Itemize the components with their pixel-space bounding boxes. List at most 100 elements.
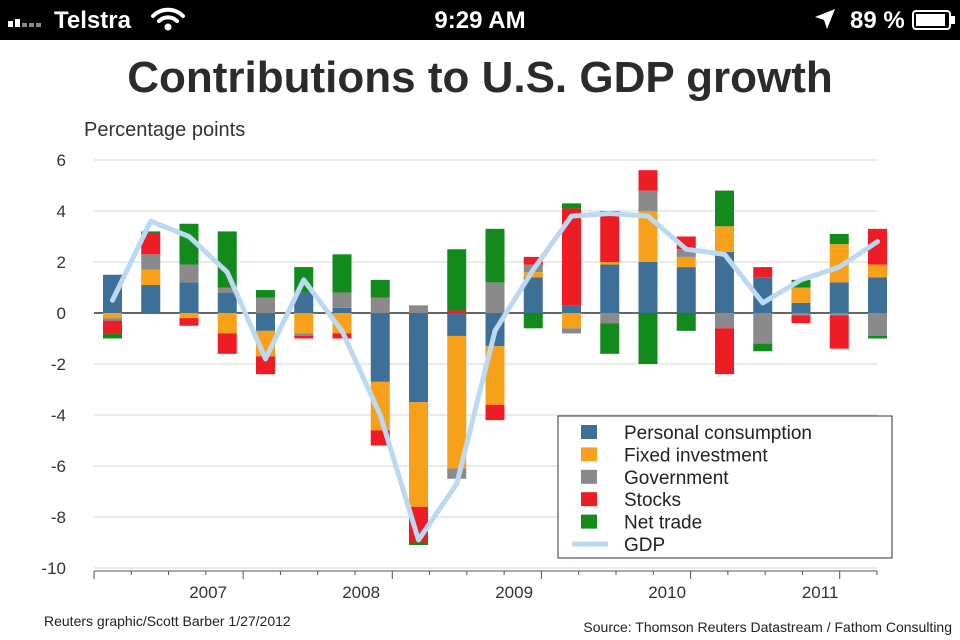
bar-fixed-investment bbox=[485, 346, 505, 405]
bar-stocks bbox=[103, 320, 122, 334]
bar-government bbox=[103, 318, 122, 321]
bar-fixed-investment bbox=[294, 313, 314, 334]
bar-personal-consumption bbox=[141, 284, 161, 313]
bar-stocks bbox=[868, 228, 887, 265]
bar-fixed-investment bbox=[409, 402, 428, 507]
bar-government bbox=[141, 254, 161, 270]
y-tick-label: 6 bbox=[57, 151, 66, 170]
legend-label: Personal consumption bbox=[624, 423, 812, 444]
bar-fixed-investment bbox=[829, 244, 849, 283]
status-bar: Telstra 9:29 AM 89 % bbox=[0, 0, 960, 40]
clock-time: 9:29 AM bbox=[434, 7, 526, 34]
bar-personal-consumption bbox=[791, 302, 811, 313]
bar-fixed-investment bbox=[600, 262, 620, 265]
bar-stocks bbox=[753, 267, 773, 278]
legend-swatch bbox=[581, 447, 597, 462]
bar-personal-consumption bbox=[409, 313, 428, 403]
bar-fixed-investment bbox=[676, 256, 696, 268]
bar-personal-consumption bbox=[332, 307, 352, 313]
bar-government bbox=[638, 190, 658, 211]
bar-government bbox=[217, 287, 237, 293]
y-tick-label: 0 bbox=[57, 304, 66, 323]
bar-fixed-investment bbox=[791, 287, 811, 303]
bar-stocks bbox=[791, 315, 811, 324]
bar-fixed-investment bbox=[179, 313, 199, 319]
bar-personal-consumption bbox=[370, 313, 390, 382]
bar-net-trade bbox=[676, 313, 696, 331]
bar-net-trade bbox=[485, 228, 505, 283]
bar-government bbox=[370, 297, 390, 313]
x-year-label: 2007 bbox=[189, 583, 227, 602]
y-tick-label: -2 bbox=[51, 355, 66, 374]
bar-net-trade bbox=[332, 254, 352, 293]
bar-net-trade bbox=[523, 313, 543, 329]
bar-government bbox=[485, 282, 505, 313]
bar-fixed-investment bbox=[217, 313, 237, 334]
bar-fixed-investment bbox=[447, 335, 467, 469]
gdp-contributions-chart: Contributions to U.S. GDP growth Percent… bbox=[41, 53, 893, 602]
bar-personal-consumption bbox=[753, 277, 773, 313]
x-year-label: 2011 bbox=[802, 583, 839, 602]
bar-stocks bbox=[141, 233, 161, 255]
bar-personal-consumption bbox=[294, 292, 314, 313]
y-tick-label: -8 bbox=[51, 508, 66, 527]
bar-government bbox=[179, 264, 199, 283]
bar-stocks bbox=[562, 208, 581, 306]
bar-net-trade bbox=[256, 290, 275, 298]
bar-personal-consumption bbox=[179, 282, 199, 313]
bar-personal-consumption bbox=[562, 305, 581, 313]
bar-stocks bbox=[256, 356, 275, 375]
wifi-icon bbox=[151, 7, 185, 31]
bar-fixed-investment bbox=[141, 269, 161, 285]
bar-fixed-investment bbox=[370, 381, 390, 431]
legend-label: GDP bbox=[624, 535, 665, 556]
bar-stocks bbox=[294, 335, 314, 339]
legend-label: Net trade bbox=[624, 513, 702, 534]
legend-swatch bbox=[581, 469, 597, 484]
bar-stocks bbox=[447, 310, 467, 313]
y-tick-label: -4 bbox=[51, 406, 66, 425]
bar-net-trade bbox=[141, 231, 161, 234]
bar-net-trade bbox=[791, 279, 811, 288]
bar-government bbox=[562, 328, 581, 334]
battery-percentage: 89 % bbox=[850, 7, 905, 34]
bar-government bbox=[715, 313, 734, 329]
bar-fixed-investment bbox=[638, 211, 658, 262]
legend-box bbox=[557, 415, 893, 559]
bar-net-trade bbox=[868, 335, 887, 339]
bar-government bbox=[676, 249, 696, 257]
bar-net-trade bbox=[370, 279, 390, 298]
bar-personal-consumption bbox=[829, 282, 849, 313]
bar-government bbox=[294, 333, 314, 336]
bar-net-trade bbox=[600, 323, 620, 354]
data-source: Source: Thomson Reuters Datastream / Fat… bbox=[583, 619, 952, 635]
bar-personal-consumption bbox=[868, 277, 887, 313]
signal-strength-icon bbox=[8, 19, 41, 27]
battery-icon bbox=[912, 10, 955, 30]
bar-personal-consumption bbox=[256, 313, 275, 331]
bar-government bbox=[829, 313, 849, 316]
bar-personal-consumption bbox=[447, 313, 467, 336]
bar-personal-consumption bbox=[676, 267, 696, 313]
bar-net-trade bbox=[409, 542, 428, 546]
bar-stocks bbox=[638, 170, 658, 191]
bar-government bbox=[332, 292, 352, 308]
y-axis-label: Percentage points bbox=[84, 119, 245, 141]
bar-net-trade bbox=[217, 231, 237, 288]
bar-net-trade bbox=[715, 190, 734, 227]
bar-stocks bbox=[179, 318, 199, 326]
chart-area: Contributions to U.S. GDP growth Percent… bbox=[0, 40, 960, 640]
bar-personal-consumption bbox=[103, 274, 122, 313]
bar-personal-consumption bbox=[638, 262, 658, 313]
bar-net-trade bbox=[447, 249, 467, 311]
bar-fixed-investment bbox=[562, 313, 581, 329]
bar-government bbox=[753, 313, 773, 344]
legend-label: Fixed investment bbox=[624, 445, 768, 466]
bar-net-trade bbox=[103, 333, 122, 339]
y-tick-label: -6 bbox=[51, 457, 66, 476]
bar-government bbox=[791, 313, 811, 316]
bar-fixed-investment bbox=[103, 313, 122, 319]
y-tick-label: 4 bbox=[57, 202, 66, 221]
location-arrow-icon bbox=[815, 9, 835, 29]
y-tick-label: -10 bbox=[41, 559, 66, 578]
